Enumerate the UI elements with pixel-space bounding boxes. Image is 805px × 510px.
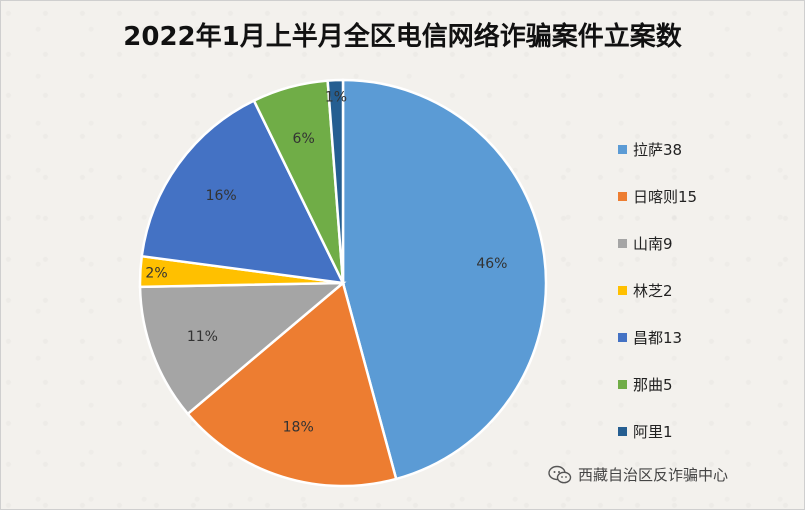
legend-label: 昌都13 (633, 329, 683, 348)
pie-slice-拉萨 (341, 78, 548, 481)
legend-item-阿里: 阿里1 (618, 420, 768, 444)
legend-swatch (618, 286, 627, 296)
data-label-日喀则: 18% (283, 419, 314, 435)
legend-label: 林芝2 (633, 282, 673, 301)
legend-item-林芝: 林芝2 (618, 279, 768, 303)
chart-title: 2022年1月上半月全区电信网络诈骗案件立案数 (123, 22, 682, 52)
watermark: 西藏自治区反诈骗中心 (548, 464, 728, 485)
legend-item-拉萨: 拉萨38 (618, 138, 768, 162)
legend-label: 那曲5 (633, 376, 673, 395)
chart-legend: 拉萨38 日喀则15 山南9 林芝2 昌都13 那曲5 阿里1 (618, 138, 768, 467)
legend-swatch (618, 192, 627, 202)
legend-item-日喀则: 日喀则15 (618, 185, 768, 209)
data-label-林芝: 2% (145, 265, 167, 281)
data-label-昌都: 16% (206, 188, 237, 204)
legend-item-那曲: 那曲5 (618, 373, 768, 397)
legend-swatch (618, 380, 627, 390)
pie-slice-昌都 (140, 98, 346, 285)
legend-swatch (618, 145, 627, 155)
legend-swatch (618, 427, 627, 437)
legend-swatch (618, 239, 627, 249)
data-label-阿里: 1% (325, 89, 347, 105)
wechat-icon (548, 465, 572, 485)
legend-label: 阿里1 (633, 423, 673, 442)
data-label-拉萨: 46% (476, 256, 507, 272)
legend-swatch (618, 333, 627, 343)
legend-item-昌都: 昌都13 (618, 326, 768, 350)
data-label-那曲: 6% (293, 131, 315, 147)
legend-label: 日喀则15 (633, 188, 698, 207)
data-label-山南: 11% (187, 329, 218, 345)
pie-slice-山南 (138, 281, 347, 416)
legend-item-山南: 山南9 (618, 232, 768, 256)
watermark-text: 西藏自治区反诈骗中心 (578, 466, 729, 484)
pie-slice-日喀则 (186, 280, 398, 488)
pie-slice-阿里 (326, 78, 345, 284)
legend-label: 拉萨38 (633, 141, 683, 160)
legend-label: 山南9 (633, 235, 673, 254)
